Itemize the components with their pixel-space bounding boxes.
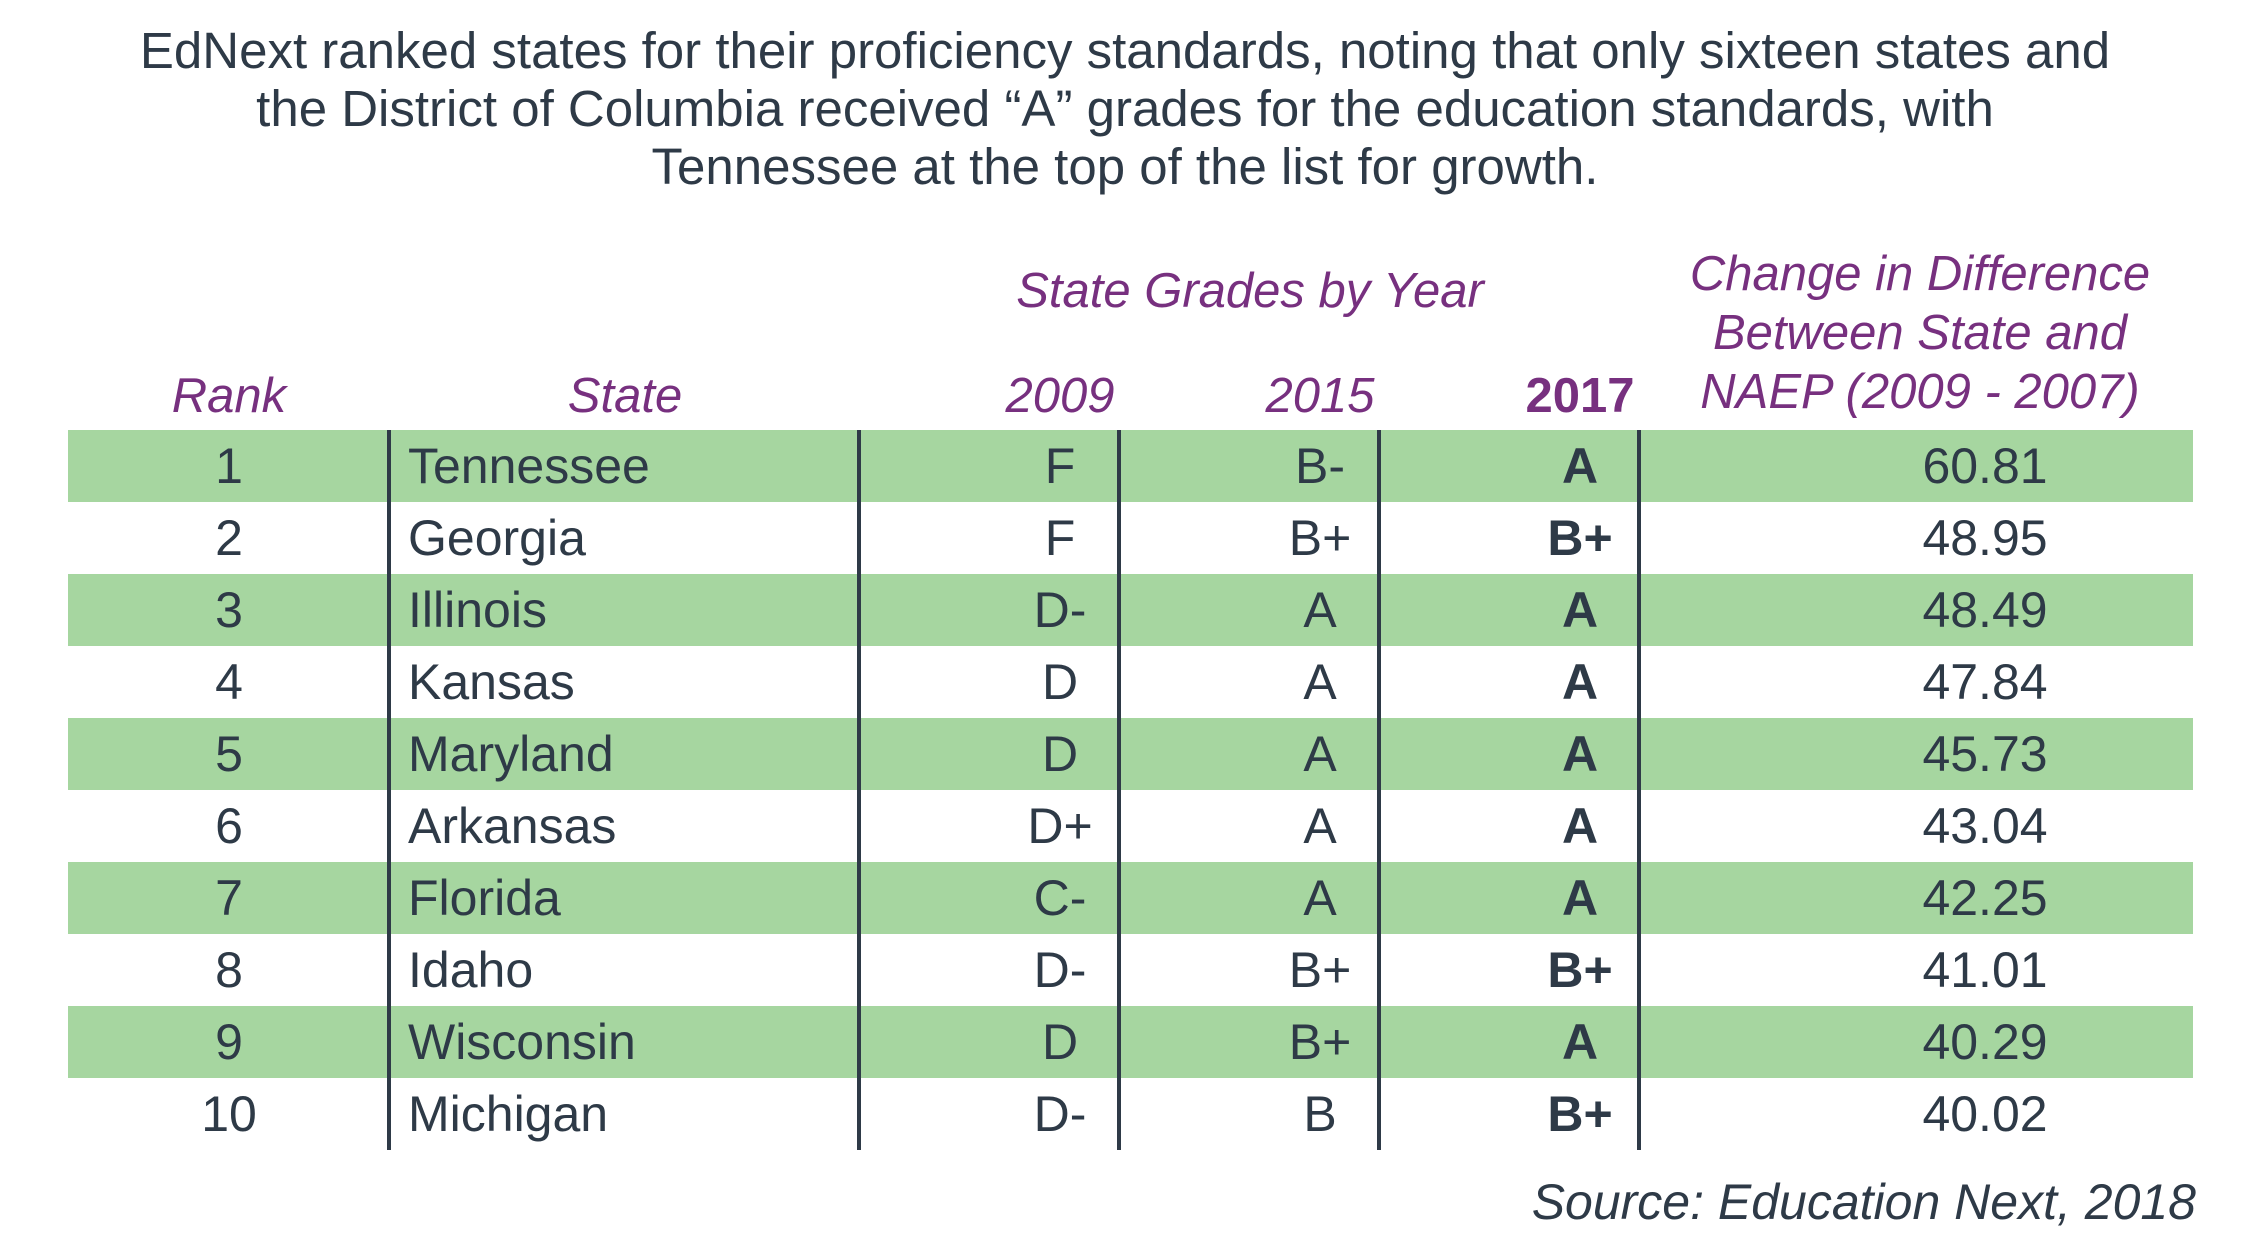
grade-2017-cell: A — [1561, 1014, 1599, 1070]
table-row: 4 Kansas D A A 47.84 — [68, 646, 2193, 718]
rank-cell: 9 — [215, 1014, 243, 1070]
grade-2009-cell: D — [1041, 1014, 1079, 1070]
grade-2009-cell: D- — [1033, 582, 1087, 638]
header-state-grades-by-year: State Grades by Year — [1016, 264, 1484, 318]
grade-2009-cell: D — [1041, 726, 1079, 782]
intro-text: EdNext ranked states for their proficien… — [139, 22, 2111, 195]
change-value-cell: 45.73 — [1922, 726, 2048, 782]
table-row: 7 Florida C- A A 42.25 — [68, 862, 2193, 934]
grade-2015-cell: A — [1303, 870, 1337, 926]
rank-cell: 6 — [215, 798, 243, 854]
grade-2009-cell: D- — [1033, 942, 1087, 998]
rank-cell: 5 — [215, 726, 243, 782]
change-value-cell: 47.84 — [1922, 654, 2048, 710]
state-cell: Idaho — [408, 942, 534, 998]
grade-2009-cell: D — [1041, 654, 1079, 710]
state-cell: Arkansas — [408, 798, 617, 854]
header-2009: 2009 — [1005, 369, 1115, 423]
grade-2015-cell: B+ — [1288, 1014, 1352, 1070]
header-state: State — [567, 369, 683, 423]
table-row: 2 Georgia F B+ B+ 48.95 — [68, 502, 2193, 574]
table-row: 5 Maryland D A A 45.73 — [68, 718, 2193, 790]
grades-table: 1 Tennessee F B- A 60.81 2 Georgia F B+ B+ 48.95 3 Il… — [68, 430, 2193, 1150]
state-cell: Georgia — [408, 510, 586, 566]
column-divider-change — [1637, 430, 1641, 1150]
table-row: 10 Michigan D- B B+ 40.02 — [68, 1078, 2193, 1150]
grade-2017-cell: B+ — [1547, 510, 1613, 566]
header-change-line2: Between State and — [1712, 306, 2128, 360]
grade-2009-cell: D- — [1033, 1086, 1087, 1142]
grade-2015-cell: B+ — [1288, 510, 1352, 566]
rank-cell: 10 — [201, 1086, 257, 1142]
grade-2009-cell: F — [1044, 438, 1076, 494]
rank-cell: 1 — [215, 438, 243, 494]
header-rank: Rank — [171, 369, 287, 423]
header-change-in-difference: Change in Difference Between State and N… — [1640, 245, 2200, 422]
state-cell: Illinois — [408, 582, 547, 638]
grade-2015-cell: B — [1303, 1086, 1337, 1142]
grade-2015-cell: A — [1303, 582, 1337, 638]
grade-2015-cell: A — [1303, 726, 1337, 782]
change-value-cell: 43.04 — [1922, 798, 2048, 854]
column-divider-2015 — [1117, 430, 1121, 1150]
rank-cell: 3 — [215, 582, 243, 638]
grade-2017-cell: A — [1561, 798, 1599, 854]
grade-2009-cell: D+ — [1027, 798, 1093, 854]
grade-2015-cell: B- — [1295, 438, 1345, 494]
state-cell: Florida — [408, 870, 561, 926]
state-cell: Maryland — [408, 726, 614, 782]
source-note: Source: Education Next, 2018 — [1531, 1174, 2196, 1230]
change-value-cell: 60.81 — [1922, 438, 2048, 494]
grade-2015-cell: A — [1303, 798, 1337, 854]
header-change-line1: Change in Difference — [1689, 247, 2151, 301]
state-cell: Kansas — [408, 654, 575, 710]
header-2015: 2015 — [1265, 369, 1375, 423]
grade-2009-cell: C- — [1033, 870, 1087, 926]
grade-2015-cell: A — [1303, 654, 1337, 710]
change-value-cell: 48.95 — [1922, 510, 2048, 566]
change-value-cell: 41.01 — [1922, 942, 2048, 998]
table-row: 3 Illinois D- A A 48.49 — [68, 574, 2193, 646]
rank-cell: 2 — [215, 510, 243, 566]
header-change-line3: NAEP (2009 - 2007) — [1700, 365, 2140, 419]
column-divider-2009 — [857, 430, 861, 1150]
rank-cell: 7 — [215, 870, 243, 926]
grade-2017-cell: A — [1561, 870, 1599, 926]
change-value-cell: 48.49 — [1922, 582, 2048, 638]
table-row: 8 Idaho D- B+ B+ 41.01 — [68, 934, 2193, 1006]
change-value-cell: 42.25 — [1922, 870, 2048, 926]
grade-2009-cell: F — [1044, 510, 1076, 566]
column-divider-2017 — [1377, 430, 1381, 1150]
table-row: 9 Wisconsin D B+ A 40.29 — [68, 1006, 2193, 1078]
grade-2017-cell: B+ — [1547, 942, 1613, 998]
rank-cell: 8 — [215, 942, 243, 998]
grade-2015-cell: B+ — [1288, 942, 1352, 998]
state-cell: Michigan — [408, 1086, 609, 1142]
table-row: 6 Arkansas D+ A A 43.04 — [68, 790, 2193, 862]
grade-2017-cell: A — [1561, 654, 1599, 710]
table-row: 1 Tennessee F B- A 60.81 — [68, 430, 2193, 502]
change-value-cell: 40.02 — [1922, 1086, 2048, 1142]
column-divider-state — [387, 430, 391, 1150]
grade-2017-cell: A — [1561, 726, 1599, 782]
grade-2017-cell: A — [1561, 438, 1599, 494]
header-2017: 2017 — [1525, 369, 1635, 423]
state-cell: Tennessee — [408, 438, 650, 494]
rank-cell: 4 — [215, 654, 243, 710]
grade-2017-cell: A — [1561, 582, 1599, 638]
change-value-cell: 40.29 — [1922, 1014, 2048, 1070]
grade-2017-cell: B+ — [1547, 1086, 1613, 1142]
state-cell: Wisconsin — [408, 1014, 636, 1070]
